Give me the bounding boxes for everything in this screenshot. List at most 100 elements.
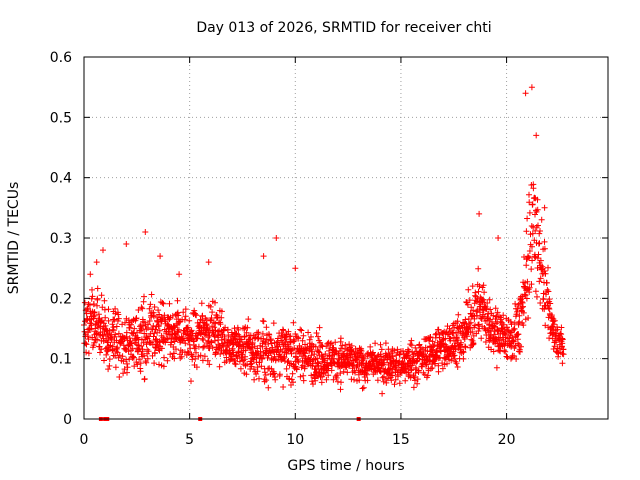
data-point: [392, 376, 399, 383]
data-point: [534, 196, 541, 203]
data-point: [493, 364, 500, 371]
data-point: [246, 336, 253, 343]
data-point: [174, 297, 181, 304]
data-point: [284, 359, 291, 366]
data-point: [128, 340, 135, 347]
data-point: [400, 348, 406, 354]
data-point: [293, 366, 300, 373]
data-point: [546, 306, 553, 312]
data-point: [128, 321, 134, 328]
data-point: [266, 331, 273, 338]
data-point: [171, 355, 178, 362]
data-point: [402, 377, 409, 384]
data-point: [294, 356, 301, 363]
data-point: [379, 374, 386, 381]
data-point: [538, 216, 545, 223]
data-point: [212, 320, 219, 327]
data-point: [244, 324, 251, 331]
data-point: [554, 326, 561, 333]
data-point: [173, 346, 179, 353]
data-point: [414, 380, 421, 387]
data-point: [360, 355, 367, 362]
data-point: [110, 327, 117, 334]
data-point: [364, 377, 371, 384]
data-point: [246, 341, 252, 348]
data-point: [460, 355, 467, 362]
data-point: [106, 327, 113, 334]
data-point: [123, 333, 130, 340]
data-point: [145, 348, 152, 355]
data-point: [138, 343, 145, 349]
data-point: [475, 265, 482, 272]
data-point: [175, 326, 182, 333]
data-point: [81, 299, 88, 306]
data-point: [360, 384, 367, 391]
data-point: [315, 333, 321, 340]
data-point: [112, 310, 119, 317]
data-point: [116, 352, 123, 359]
data-point: [553, 339, 560, 346]
data-point: [520, 322, 527, 329]
y-tick-label: 0.4: [50, 171, 72, 187]
data-point: [136, 356, 143, 363]
data-point: [200, 337, 207, 343]
data-point: [243, 371, 250, 378]
data-point: [268, 365, 275, 372]
data-point: [205, 259, 212, 266]
data-point: [260, 335, 267, 342]
data-point: [217, 351, 224, 357]
data-point: [536, 240, 543, 247]
data-point: [118, 339, 125, 346]
data-point: [508, 343, 515, 350]
data-point: [336, 348, 343, 354]
data-point: [210, 330, 217, 337]
data-point: [528, 281, 535, 288]
y-tick-label: 0.5: [50, 110, 72, 126]
data-point: [534, 206, 541, 213]
data-point: [558, 324, 565, 331]
data-point: [391, 347, 398, 354]
data-point: [322, 351, 329, 357]
data-point: [467, 319, 474, 326]
data-point: [351, 376, 357, 383]
data-point: [483, 305, 490, 312]
data-point: [91, 339, 98, 346]
data-point: [534, 265, 541, 271]
x-tick-labels: 0 5 10 15 20: [80, 432, 516, 448]
data-point: [444, 360, 450, 367]
data-point: [261, 369, 268, 376]
data-point: [101, 357, 107, 364]
data-point: [245, 316, 252, 323]
data-point: [492, 320, 499, 327]
data-point: [232, 361, 239, 368]
data-point: [152, 326, 159, 333]
data-point: [427, 365, 434, 372]
data-point: [164, 357, 171, 364]
data-point: [474, 312, 480, 319]
data-point: [195, 343, 202, 350]
data-point: [464, 301, 471, 308]
data-point: [481, 289, 488, 296]
y-tick-label: 0.2: [50, 291, 72, 307]
data-point: [551, 317, 558, 324]
data-point: [144, 355, 151, 362]
data-point: [541, 204, 548, 211]
data-point: [155, 307, 162, 314]
data-point: [137, 368, 144, 375]
data-point: [502, 348, 509, 355]
data-point: [153, 341, 160, 348]
data-point: [558, 331, 565, 338]
data-point: [161, 354, 167, 361]
data-point: [175, 329, 182, 336]
data-point: [518, 343, 524, 350]
data-point: [372, 340, 379, 347]
data-point: [285, 328, 292, 335]
data-point: [513, 356, 520, 362]
data-point: [163, 336, 170, 343]
data-point: [86, 302, 93, 308]
data-point: [545, 288, 552, 295]
data-point: [280, 384, 287, 390]
data-point: [389, 353, 396, 360]
data-point: [452, 358, 459, 365]
data-point: [224, 326, 231, 333]
